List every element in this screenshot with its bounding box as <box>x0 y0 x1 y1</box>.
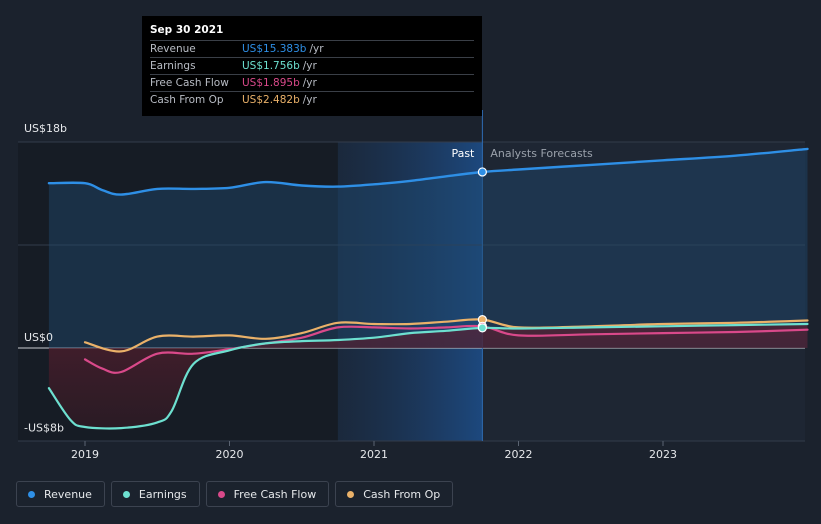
x-tick-label: 2019 <box>71 448 99 461</box>
legend-label: Earnings <box>138 487 187 501</box>
legend-dot-icon <box>347 490 355 498</box>
revenue-area <box>48 148 808 348</box>
tooltip-unit: /yr <box>302 60 317 72</box>
legend-item-revenue[interactable]: Revenue <box>16 481 105 507</box>
past-label: Past <box>451 147 475 160</box>
free-cash-flow-line <box>83 324 809 374</box>
y-tick-label: US$18b <box>24 122 67 135</box>
legend-dot-icon <box>28 490 35 498</box>
y-tick-label: US$0 <box>24 331 53 344</box>
legend-item-earnings[interactable]: Earnings <box>110 481 200 507</box>
tooltip-label: Earnings <box>150 60 196 72</box>
tooltip-value: US$15.383b <box>242 43 307 55</box>
tooltip: Sep 30 2021 Revenue US$15.383b /yr Earni… <box>142 16 482 116</box>
legend-dot-icon <box>217 490 225 498</box>
forecast-label: Analysts Forecasts <box>490 147 593 160</box>
legend-label: Free Cash Flow <box>233 487 317 501</box>
tooltip-row-free-cash-flow: Free Cash Flow US$1.895b /yr <box>150 75 474 92</box>
earnings-marker <box>477 323 487 333</box>
tooltip-row-revenue: Revenue US$15.383b /yr <box>150 41 474 58</box>
earnings-area <box>48 324 808 429</box>
tooltip-unit: /yr <box>302 77 317 89</box>
tooltip-row-earnings: Earnings US$1.756b /yr <box>150 58 474 75</box>
legend: Revenue Earnings Free Cash Flow Cash Fro… <box>16 481 454 507</box>
y-tick-label: -US$8b <box>24 422 64 435</box>
forecast-zone <box>482 142 805 441</box>
tooltip-unit: /yr <box>302 94 317 106</box>
tooltip-date: Sep 30 2021 <box>150 22 474 41</box>
tooltip-unit: /yr <box>309 43 324 55</box>
revenue-line <box>47 147 809 196</box>
legend-dot-icon <box>122 490 130 498</box>
cash-from-op-line <box>83 318 809 353</box>
legend-item-free-cash-flow[interactable]: Free Cash Flow <box>205 481 330 507</box>
legend-label: Cash From Op <box>363 487 441 501</box>
x-tick-label: 2022 <box>505 448 533 461</box>
tooltip-value: US$1.756b <box>242 60 300 72</box>
x-tick-label: 2021 <box>360 448 388 461</box>
legend-item-cash-from-op[interactable]: Cash From Op <box>335 481 454 507</box>
tooltip-value: US$1.895b <box>242 77 300 89</box>
x-tick-label: 2023 <box>649 448 677 461</box>
highlight-band <box>337 142 483 441</box>
earnings-line <box>47 322 809 430</box>
revenue-marker <box>477 167 487 177</box>
tooltip-value: US$2.482b <box>242 94 300 106</box>
tooltip-label: Free Cash Flow <box>150 77 229 89</box>
tooltip-label: Revenue <box>150 43 196 55</box>
tooltip-row-cash-from-op: Cash From Op US$2.482b /yr <box>150 92 474 108</box>
legend-label: Revenue <box>44 487 92 501</box>
x-tick-label: 2020 <box>216 448 244 461</box>
tooltip-label: Cash From Op <box>150 94 224 106</box>
